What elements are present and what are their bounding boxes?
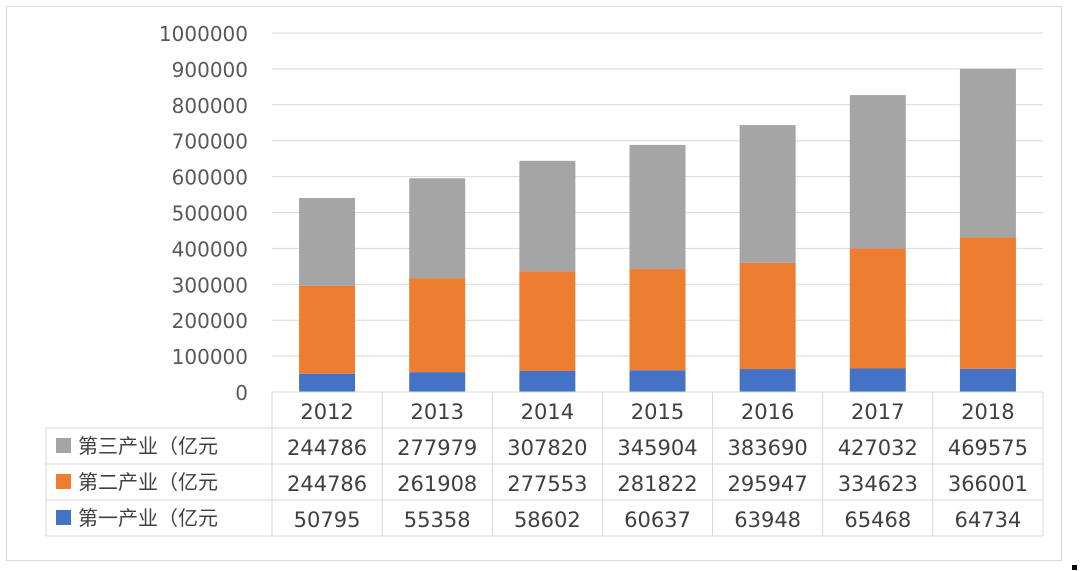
y-tick-label: 400000 (172, 237, 248, 261)
bar-segment (409, 178, 466, 279)
bar-segment (739, 125, 796, 263)
legend-swatch (56, 474, 71, 489)
data-label: 334623 (838, 472, 918, 496)
bar-segment (299, 198, 356, 286)
bar-segment (299, 285, 356, 374)
chart-frame (6, 6, 1062, 561)
data-label: 281822 (617, 472, 697, 496)
x-tick-label: 2012 (300, 400, 353, 424)
y-tick-label: 500000 (172, 202, 248, 226)
y-tick-label: 700000 (172, 130, 248, 154)
bar-segment (959, 68, 1016, 238)
x-tick-label: 2013 (410, 400, 463, 424)
bar-segment (959, 368, 1016, 392)
x-tick-label: 2014 (521, 400, 574, 424)
data-label: 65468 (844, 508, 911, 532)
legend-label: 第一产业（亿元 (78, 506, 218, 530)
data-label: 277553 (507, 472, 587, 496)
legend-swatch (56, 510, 71, 525)
data-label: 261908 (397, 472, 477, 496)
x-tick-label: 2015 (631, 400, 684, 424)
data-label: 60637 (624, 508, 691, 532)
legend-label: 第二产业（亿元 (78, 470, 218, 494)
data-label: 244786 (287, 436, 367, 460)
data-label: 427032 (838, 436, 918, 460)
bar-segment (849, 248, 906, 369)
bar-segment (629, 370, 686, 392)
bar-segment (629, 144, 686, 270)
legend-label: 第三产业（亿元 (78, 434, 218, 458)
data-label: 58602 (514, 508, 581, 532)
bar-segment (739, 262, 796, 370)
y-tick-label: 100000 (172, 345, 248, 369)
data-label: 307820 (507, 436, 587, 460)
bar-segment (519, 271, 576, 371)
y-tick-label: 0 (235, 381, 248, 405)
bar-segment (409, 278, 466, 373)
bar-segment (739, 369, 796, 392)
y-tick-label: 200000 (172, 309, 248, 333)
data-label: 383690 (728, 436, 808, 460)
data-label: 366001 (948, 472, 1028, 496)
data-label: 295947 (728, 472, 808, 496)
data-label: 277979 (397, 436, 477, 460)
x-tick-label: 2016 (741, 400, 794, 424)
x-tick-label: 2017 (851, 400, 904, 424)
data-label: 469575 (948, 436, 1028, 460)
data-label: 55358 (404, 508, 471, 532)
corner-mark (1072, 565, 1077, 570)
x-tick-label: 2018 (961, 400, 1014, 424)
bar-segment (299, 373, 356, 392)
bar-segment (409, 372, 466, 392)
bar-segment (849, 368, 906, 392)
y-tick-label: 800000 (172, 94, 248, 118)
y-tick-label: 600000 (172, 166, 248, 190)
y-tick-label: 300000 (172, 273, 248, 297)
data-label: 244786 (287, 472, 367, 496)
bar-segment (519, 160, 576, 272)
y-tick-label: 1000000 (159, 22, 248, 46)
bar-segment (519, 370, 576, 392)
legend-swatch (56, 438, 71, 453)
data-label: 50795 (294, 508, 361, 532)
data-label: 345904 (617, 436, 697, 460)
data-label: 64734 (955, 508, 1022, 532)
y-tick-label: 900000 (172, 58, 248, 82)
bar-segment (849, 95, 906, 249)
data-label: 63948 (734, 508, 801, 532)
bar-segment (959, 237, 1016, 369)
bar-segment (629, 269, 686, 371)
